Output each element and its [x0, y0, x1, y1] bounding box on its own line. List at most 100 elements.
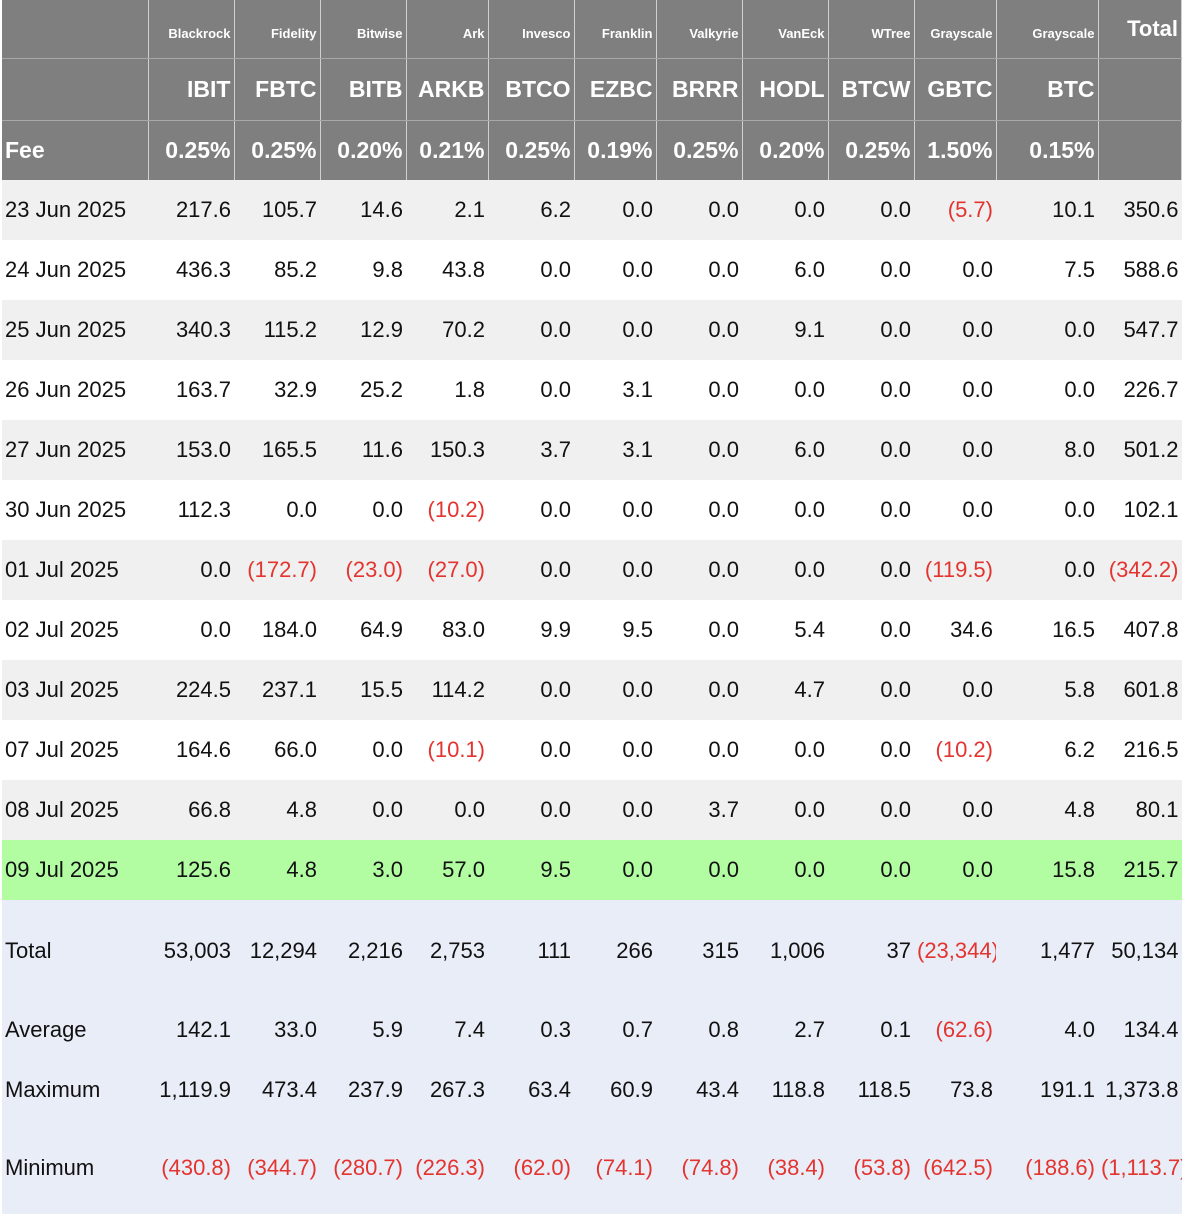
issuer-header: Fidelity [233, 0, 321, 59]
stat-value: 118.5 [828, 1058, 914, 1122]
flow-cell: 4.8 [234, 780, 320, 840]
flow-cell: 105.7 [234, 180, 320, 240]
flow-cell: 0.0 [656, 420, 742, 480]
date-cell: 23 Jun 2025 [2, 180, 148, 240]
flow-cell: 0.0 [828, 240, 914, 300]
flow-cell: 0.0 [742, 840, 828, 900]
flow-cell: 83.0 [406, 600, 488, 660]
stat-value: (642.5) [914, 1122, 996, 1214]
flow-cell: 0.0 [996, 480, 1098, 540]
flow-cell: 0.0 [148, 540, 234, 600]
flow-cell: 1.8 [406, 360, 488, 420]
flow-cell: 9.1 [742, 300, 828, 360]
stat-value: 191.1 [996, 1058, 1098, 1122]
flow-cell: 14.6 [320, 180, 406, 240]
stat-value: 53,003 [148, 900, 234, 1002]
ticker-header: ARKB [405, 58, 489, 121]
stat-value: (62.6) [914, 1002, 996, 1058]
flow-cell: 436.3 [148, 240, 234, 300]
flow-cell: 4.8 [234, 840, 320, 900]
stat-value: 0.3 [488, 1002, 574, 1058]
flow-cell: 0.0 [742, 480, 828, 540]
flow-cell: 8.0 [996, 420, 1098, 480]
flow-cell: 0.0 [148, 600, 234, 660]
flow-cell: 5.4 [742, 600, 828, 660]
stat-value: 111 [488, 900, 574, 1002]
fee-header-row: Fee 0.25% 0.25% 0.20% 0.21% 0.25% 0.19% 0.25% 0.… [2, 120, 1182, 180]
row-total-cell: (342.2) [1098, 540, 1182, 600]
flow-cell: 0.0 [574, 300, 656, 360]
stat-value: 7.4 [406, 1002, 488, 1058]
flow-cell: 3.7 [656, 780, 742, 840]
flow-cell: 6.0 [742, 420, 828, 480]
ticker-header: BRRR [655, 58, 743, 121]
flow-cell: 0.0 [914, 360, 996, 420]
flow-cell: 70.2 [406, 300, 488, 360]
fee-value: 0.25% [487, 120, 575, 180]
flow-cell: 0.0 [828, 180, 914, 240]
flow-cell: 64.9 [320, 600, 406, 660]
flow-cell: 0.0 [488, 240, 574, 300]
flow-cell: 163.7 [148, 360, 234, 420]
flow-cell: 0.0 [656, 660, 742, 720]
table-row: 27 Jun 2025 153.0 165.5 11.6 150.3 3.7 3.1 0.0 6… [2, 420, 1182, 480]
fee-value: 0.20% [319, 120, 407, 180]
stat-value: 473.4 [234, 1058, 320, 1122]
stat-value: (344.7) [234, 1122, 320, 1214]
date-cell: 26 Jun 2025 [2, 360, 148, 420]
flow-cell: 43.8 [406, 240, 488, 300]
total-header: Total [1097, 0, 1182, 59]
stat-row: Maximum 1,119.9 473.4 237.9 267.3 63.4 60.9 43.… [2, 1058, 1182, 1122]
flow-cell: 0.0 [574, 840, 656, 900]
table-row: 23 Jun 2025 217.6 105.7 14.6 2.1 6.2 0.0 0.0 0.0… [2, 180, 1182, 240]
flow-cell: 0.0 [742, 360, 828, 420]
row-total-cell: 80.1 [1098, 780, 1182, 840]
stat-value: (62.0) [488, 1122, 574, 1214]
flow-cell: 5.8 [996, 660, 1098, 720]
header-blank [1097, 58, 1182, 121]
flow-cell: 66.8 [148, 780, 234, 840]
flow-cell: 57.0 [406, 840, 488, 900]
stat-value: 1,373.8 [1098, 1058, 1182, 1122]
flow-cell: 3.7 [488, 420, 574, 480]
fee-value: 0.25% [827, 120, 915, 180]
stat-row: Minimum (430.8) (344.7) (280.7) (226.3) (62.0… [2, 1122, 1182, 1214]
stat-value: (430.8) [148, 1122, 234, 1214]
stat-value: (280.7) [320, 1122, 406, 1214]
flow-cell: 0.0 [656, 720, 742, 780]
flow-cell: 0.0 [488, 300, 574, 360]
flow-cell: 9.9 [488, 600, 574, 660]
header-blank [2, 0, 149, 59]
date-cell: 25 Jun 2025 [2, 300, 148, 360]
stat-value: 60.9 [574, 1058, 656, 1122]
flow-cell: 0.0 [488, 660, 574, 720]
stat-value: 118.8 [742, 1058, 828, 1122]
flow-cell: 0.0 [656, 180, 742, 240]
flow-cell: 0.0 [828, 720, 914, 780]
flow-cell: 0.0 [742, 540, 828, 600]
ticker-header: IBIT [147, 58, 235, 121]
fee-value: 0.25% [233, 120, 321, 180]
issuer-header: Ark [405, 0, 489, 59]
stat-value: 2,216 [320, 900, 406, 1002]
flow-cell: 9.5 [574, 600, 656, 660]
date-cell: 01 Jul 2025 [2, 540, 148, 600]
flow-cell: 25.2 [320, 360, 406, 420]
fee-value: 0.19% [573, 120, 657, 180]
flow-cell: 4.7 [742, 660, 828, 720]
flow-cell: 0.0 [828, 780, 914, 840]
stat-label: Maximum [2, 1058, 148, 1122]
flow-cell: 0.0 [574, 540, 656, 600]
row-total-cell: 501.2 [1098, 420, 1182, 480]
flow-cell: 0.0 [828, 840, 914, 900]
flow-cell: 0.0 [914, 300, 996, 360]
date-cell: 30 Jun 2025 [2, 480, 148, 540]
flow-cell: 237.1 [234, 660, 320, 720]
flow-cell: 340.3 [148, 300, 234, 360]
stat-value: 1,119.9 [148, 1058, 234, 1122]
issuer-header: WTree [827, 0, 915, 59]
stat-value: 4.0 [996, 1002, 1098, 1058]
table-row: 26 Jun 2025 163.7 32.9 25.2 1.8 0.0 3.1 0.0 0.0 0… [2, 360, 1182, 420]
stat-value: 237.9 [320, 1058, 406, 1122]
row-total-cell: 216.5 [1098, 720, 1182, 780]
